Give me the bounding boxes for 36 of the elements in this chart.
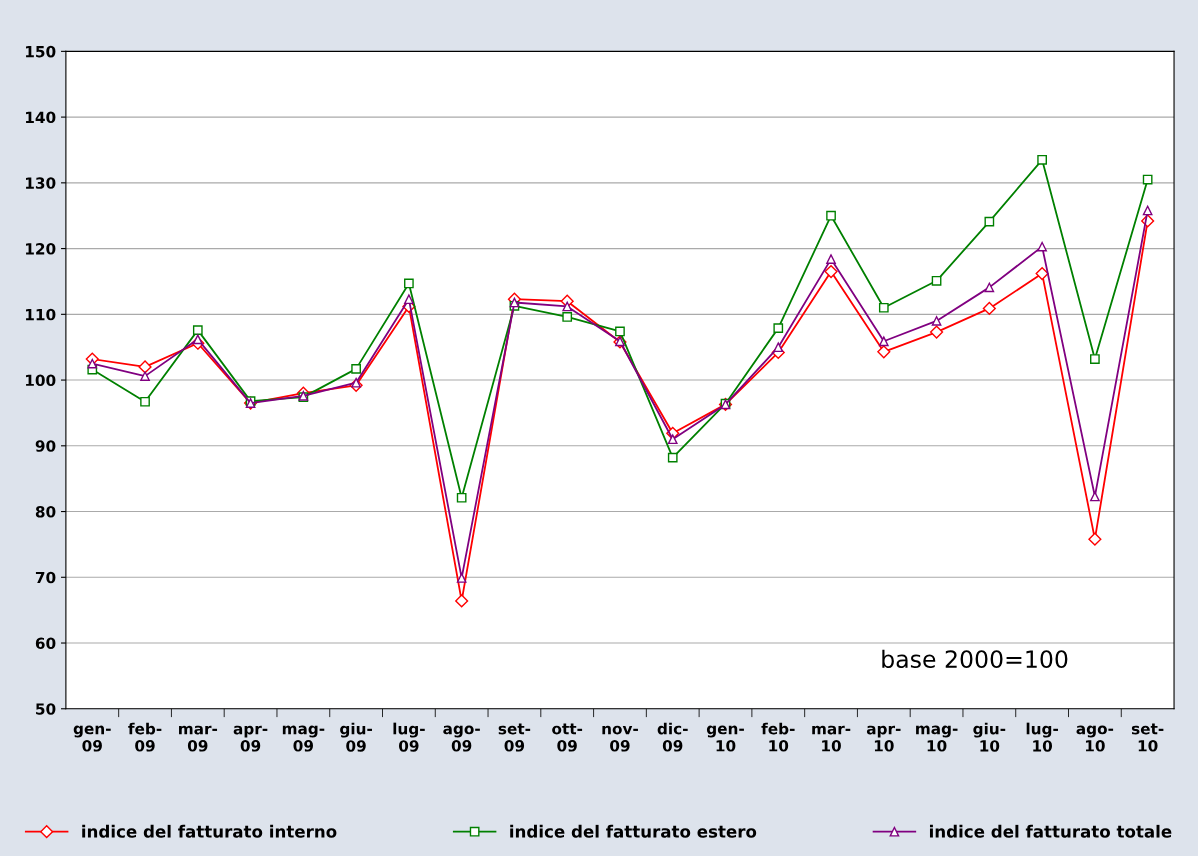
x-tick-label: giu- 10 — [973, 722, 1006, 752]
y-tick-label: 150 — [26, 45, 56, 58]
x-tick-label: giu- 09 — [340, 722, 372, 752]
x-tick-label: mag- 09 — [282, 725, 325, 752]
x-tick-label: lug- 09 — [393, 722, 425, 752]
y-tick-label: 110 — [26, 308, 56, 321]
x-tick-label: set- 09 — [498, 723, 531, 752]
y-tick-label: 70 — [35, 571, 56, 584]
x-tick-label: set- 10 — [1131, 723, 1164, 752]
y-tick-label: 130 — [26, 177, 56, 189]
x-tick-label: lug- 10 — [1026, 722, 1058, 752]
legend-label: indice del fatturato estero — [510, 824, 757, 838]
y-tick-label: 60 — [35, 637, 56, 650]
x-tick-label: gen- 10 — [706, 725, 744, 752]
x-tick-label: ago- 10 — [1076, 725, 1114, 752]
x-tick-label: apr- 10 — [866, 725, 901, 752]
x-tick-label: dic- 09 — [657, 722, 688, 752]
legend-label: indice del fatturato totale — [929, 824, 1172, 838]
x-tick-label: feb- 10 — [761, 722, 795, 752]
y-tick-label: 80 — [35, 506, 56, 518]
y-tick-label: 90 — [35, 440, 56, 452]
y-tick-label: 100 — [26, 374, 56, 387]
x-tick-label: gen- 09 — [73, 725, 111, 752]
x-tick-label: ott- 09 — [552, 723, 583, 752]
x-tick-label: nov- 09 — [602, 725, 638, 752]
x-tick-label: feb- 09 — [128, 722, 162, 752]
x-tick-label: mar- 10 — [812, 725, 851, 752]
annotation: base 2000=100 — [882, 649, 1068, 669]
y-tick-label: 120 — [26, 243, 56, 255]
x-tick-label: apr- 09 — [233, 725, 268, 752]
y-tick-label: 50 — [36, 703, 56, 715]
legend-label: indice del fatturato interno — [82, 824, 337, 838]
x-tick-label: mar- 09 — [179, 725, 218, 752]
x-tick-label: mag- 10 — [916, 725, 958, 752]
x-tick-label: ago- 09 — [443, 725, 480, 752]
y-tick-label: 140 — [26, 111, 56, 124]
